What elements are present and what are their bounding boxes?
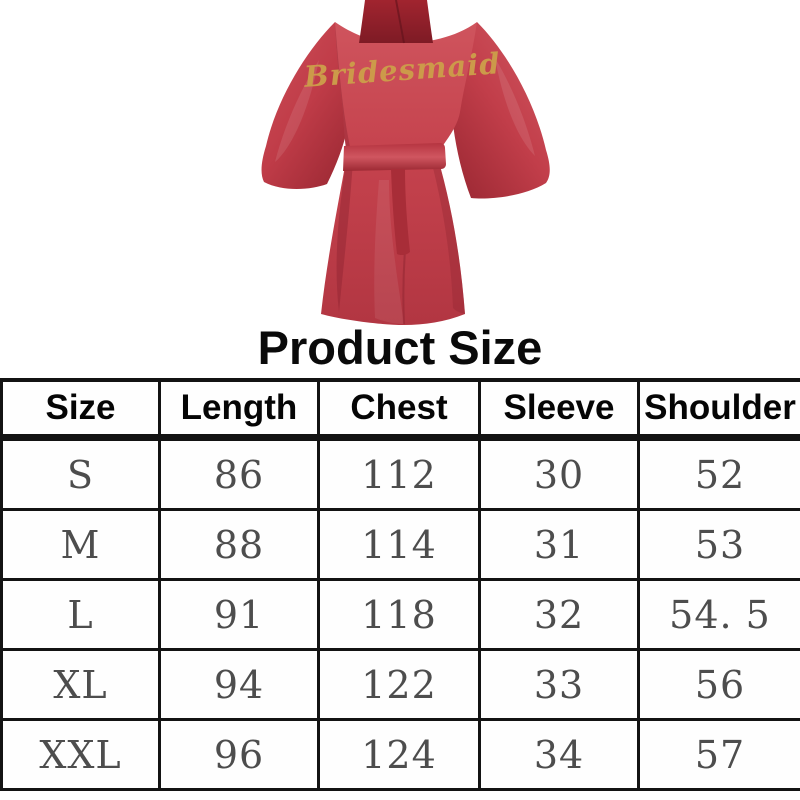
cell-shoulder: 53 (637, 508, 800, 581)
right-sleeve-sheen (495, 58, 535, 156)
cell-chest: 114 (317, 508, 481, 581)
cell-length: 94 (158, 648, 320, 721)
cell-sleeve: 31 (478, 508, 640, 581)
cell-size: M (0, 508, 161, 581)
cell-chest: 122 (317, 648, 481, 721)
col-header-length: Length (158, 378, 320, 441)
robe-belt (343, 143, 446, 171)
body-left-shadow (335, 22, 353, 312)
col-header-size: Size (0, 378, 161, 441)
cell-length: 91 (158, 578, 320, 651)
robe-collar (359, 0, 433, 43)
col-header-chest: Chest (317, 378, 481, 441)
cell-shoulder: 57 (637, 718, 800, 791)
cell-shoulder: 56 (637, 648, 800, 721)
cell-chest: 124 (317, 718, 481, 791)
belt-tail (391, 169, 410, 256)
cell-length: 86 (158, 436, 320, 511)
cell-sleeve: 33 (478, 648, 640, 721)
cell-length: 96 (158, 718, 320, 791)
collar-seam (395, 0, 405, 44)
cell-size: S (0, 436, 161, 511)
cell-sleeve: 32 (478, 578, 640, 651)
skirt-sheen (374, 180, 404, 324)
size-row-xl: XL 94 122 33 56 (0, 648, 800, 721)
cell-size: XXL (0, 718, 161, 791)
cell-chest: 118 (317, 578, 481, 651)
cell-length: 88 (158, 508, 320, 581)
size-row-s: S 86 112 30 52 (0, 436, 800, 511)
col-header-shoulder: Shoulder (637, 378, 800, 441)
col-header-sleeve: Sleeve (478, 378, 640, 441)
left-sleeve-sheen (275, 60, 319, 162)
cell-shoulder: 54. 5 (637, 578, 800, 651)
size-row-xxl: XXL 96 124 34 57 (0, 718, 800, 791)
size-table-header-row: Size Length Chest Sleeve Shoulder (0, 378, 800, 441)
body-right-shadow (431, 155, 465, 314)
cell-sleeve: 34 (478, 718, 640, 791)
robe-left-sleeve (261, 22, 351, 189)
cell-chest: 112 (317, 436, 481, 511)
page-title: Product Size (257, 321, 543, 374)
skirt-center-fold (402, 249, 406, 325)
cell-size: L (0, 578, 161, 651)
size-table: Size Length Chest Sleeve Shoulder S 86 1… (0, 378, 800, 791)
robe-image: Bridesmaid (261, 0, 550, 325)
product-photo: Bridesmaid (0, 0, 800, 325)
size-row-l: L 91 118 32 54. 5 (0, 578, 800, 651)
robe-right-sleeve (452, 22, 550, 199)
cell-size: XL (0, 648, 161, 721)
size-row-m: M 88 114 31 53 (0, 508, 800, 581)
cell-shoulder: 52 (637, 436, 800, 511)
cell-sleeve: 30 (478, 436, 640, 511)
